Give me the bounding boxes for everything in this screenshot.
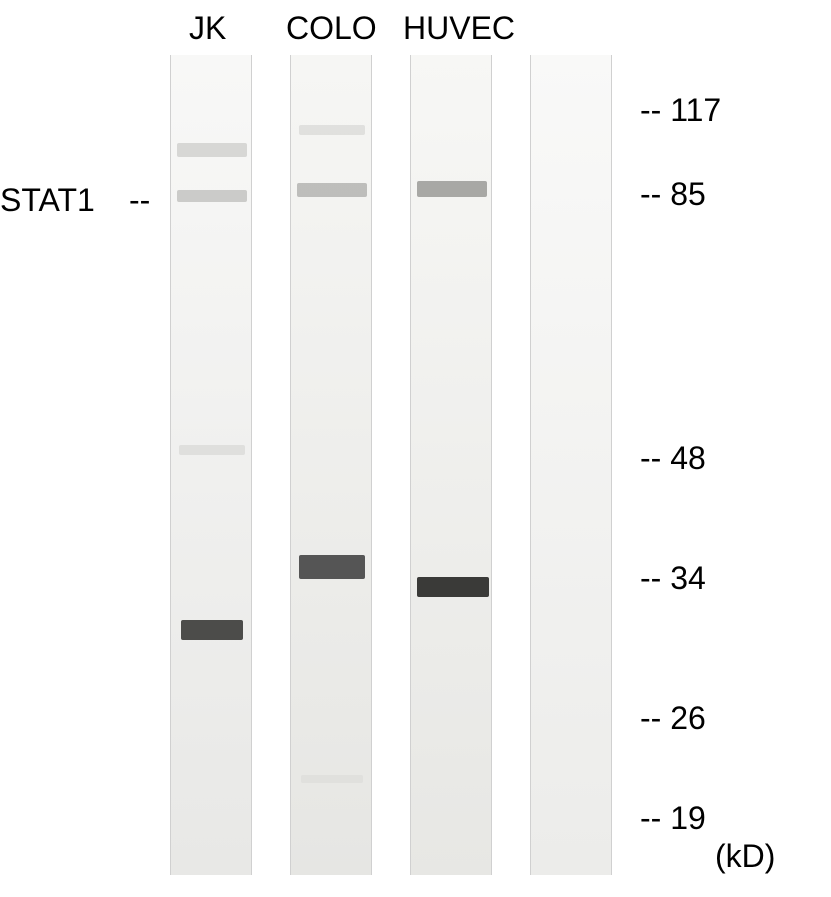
marker-value: 48	[670, 440, 706, 476]
mw-marker-85: -- 85	[640, 176, 706, 213]
lane-huvec	[410, 55, 492, 875]
marker-prefix: --	[640, 92, 670, 128]
marker-prefix: --	[640, 176, 670, 212]
lane-jk	[170, 55, 252, 875]
marker-value: 26	[670, 700, 706, 736]
protein-tick: --	[129, 182, 150, 219]
marker-value: 19	[670, 800, 706, 836]
band	[299, 125, 365, 135]
band	[181, 620, 243, 640]
mw-marker-34: -- 34	[640, 560, 706, 597]
band	[301, 775, 363, 783]
western-blot-figure: JK COLO HUVEC STAT1 -- -- 117 -- 85 -- 4…	[0, 0, 831, 897]
marker-value: 117	[670, 92, 721, 128]
marker-prefix: --	[640, 800, 670, 836]
band	[179, 445, 245, 455]
mw-marker-48: -- 48	[640, 440, 706, 477]
band	[297, 183, 367, 197]
band	[177, 190, 247, 202]
lane-label-colo: COLO	[286, 10, 377, 47]
band	[417, 577, 489, 597]
lane-label-huvec: HUVEC	[403, 10, 515, 47]
lane-colo	[290, 55, 372, 875]
mw-marker-19: -- 19	[640, 800, 706, 837]
marker-value: 34	[670, 560, 706, 596]
protein-name-label: STAT1	[0, 182, 95, 219]
mw-marker-26: -- 26	[640, 700, 706, 737]
lane-label-jk: JK	[189, 10, 226, 47]
band	[299, 555, 365, 579]
mw-marker-117: -- 117	[640, 92, 721, 129]
lane-marker	[530, 55, 612, 875]
unit-label: (kD)	[715, 838, 775, 875]
marker-value: 85	[670, 176, 706, 212]
marker-prefix: --	[640, 700, 670, 736]
marker-prefix: --	[640, 440, 670, 476]
band	[177, 143, 247, 157]
band	[417, 181, 487, 197]
marker-prefix: --	[640, 560, 670, 596]
